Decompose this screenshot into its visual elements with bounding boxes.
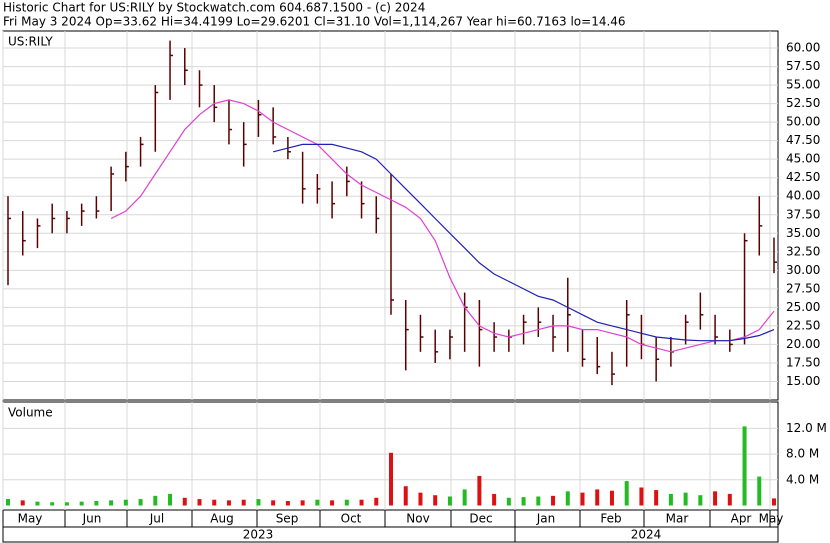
moving-average <box>273 143 775 342</box>
volume-bar <box>50 502 55 506</box>
volume-bar <box>477 475 482 506</box>
volume-bar <box>506 497 511 506</box>
volume-bar <box>389 452 393 506</box>
volume-bar <box>565 491 570 506</box>
year-label: 2023 <box>243 528 274 542</box>
volume-bar <box>6 499 10 506</box>
volume-bar <box>668 493 673 506</box>
y-tick-label: 17.50 <box>786 355 820 369</box>
volume-bar <box>197 499 202 506</box>
y-tick-label: 27.50 <box>786 281 820 295</box>
y-tick-label: 57.50 <box>786 59 820 73</box>
volume-bar <box>374 497 379 506</box>
y-tick-label: 30.00 <box>786 263 820 277</box>
y-tick-label: 52.50 <box>786 96 820 110</box>
x-tick-label: Jun <box>82 512 102 526</box>
x-tick-label: Feb <box>600 512 621 526</box>
volume-bar <box>285 501 290 506</box>
x-tick-label: Jul <box>149 512 164 526</box>
volume-bar <box>551 495 556 506</box>
volume-bar <box>20 500 25 506</box>
volume-bar <box>462 489 467 506</box>
volume-bar <box>138 499 143 506</box>
volume-bar <box>698 495 703 506</box>
volume-bar <box>123 499 128 506</box>
volume-bar <box>624 481 629 506</box>
volume-bar <box>153 495 158 506</box>
y-tick-label: 4.0 M <box>786 472 819 486</box>
y-tick-label: 45.00 <box>786 152 820 166</box>
volume-bar <box>344 499 349 506</box>
year-label: 2024 <box>631 528 662 542</box>
volume-bar <box>683 492 688 506</box>
volume-bar <box>109 500 114 506</box>
volume-bar <box>271 500 276 506</box>
y-tick-label: 8.0 M <box>786 447 819 461</box>
volume-bar <box>226 500 231 506</box>
volume-bar <box>492 493 497 506</box>
volume-bar <box>315 499 320 506</box>
x-tick-label: Sep <box>276 512 299 526</box>
x-tick-label: May <box>18 512 43 526</box>
volume-bar <box>609 490 614 506</box>
y-tick-label: 40.00 <box>786 189 820 203</box>
volume-bar <box>742 426 747 506</box>
y-tick-label: 15.00 <box>786 374 820 388</box>
x-tick-label: Apr <box>731 512 752 526</box>
y-tick-label: 22.50 <box>786 318 820 332</box>
chart-subtitle: Fri May 3 2024 Op=33.62 Hi=34.4199 Lo=29… <box>3 15 626 29</box>
volume-bar <box>168 493 173 506</box>
symbol-label: US:RILY <box>8 35 53 49</box>
y-tick-label: 47.50 <box>786 133 820 147</box>
y-tick-label: 55.00 <box>786 78 820 92</box>
year-band <box>2 526 779 543</box>
volume-bar <box>521 497 526 506</box>
volume-bar <box>241 499 246 506</box>
volume-bar <box>403 486 408 506</box>
moving-average <box>110 99 775 353</box>
y-tick-label: 42.50 <box>786 170 820 184</box>
volume-bar <box>639 487 644 506</box>
y-tick-label: 60.00 <box>786 41 820 55</box>
volume-bar <box>94 501 99 506</box>
y-tick-label: 20.00 <box>786 337 820 351</box>
x-tick-label: Mar <box>666 512 689 526</box>
volume-bar <box>757 476 762 506</box>
y-tick-label: 12.0 M <box>786 421 827 435</box>
volume-bar <box>330 500 335 506</box>
y-tick-label: 50.00 <box>786 115 820 129</box>
volume-bar <box>64 502 69 506</box>
volume-bar <box>433 495 438 506</box>
y-tick-label: 32.50 <box>786 244 820 258</box>
volume-label: Volume <box>8 406 53 420</box>
x-tick-label: Oct <box>341 512 362 526</box>
volume-bar <box>595 489 600 506</box>
x-tick-label: Nov <box>406 512 429 526</box>
volume-bar <box>654 490 659 506</box>
y-tick-label: 37.50 <box>786 207 820 221</box>
volume-bar <box>256 499 261 506</box>
volume-bar <box>447 496 452 506</box>
volume-bar <box>300 500 305 506</box>
x-tick-label: May <box>759 512 784 526</box>
x-tick-label: Jan <box>536 512 556 526</box>
volume-bar <box>359 499 364 506</box>
volume-bar <box>727 493 732 506</box>
y-tick-label: 35.00 <box>786 226 820 240</box>
volume-bar <box>79 501 84 506</box>
y-tick-label: 25.00 <box>786 300 820 314</box>
volume-bar <box>713 491 718 506</box>
volume-bar <box>35 501 40 506</box>
volume-bar <box>580 492 585 506</box>
volume-bar <box>182 497 187 506</box>
x-tick-label: Aug <box>210 512 233 526</box>
volume-bar <box>212 499 217 506</box>
volume-bar <box>772 498 776 506</box>
chart-title: Historic Chart for US:RILY by Stockwatch… <box>3 1 425 15</box>
volume-bar <box>418 492 423 506</box>
volume-bar <box>536 496 541 506</box>
x-tick-label: Dec <box>469 512 492 526</box>
